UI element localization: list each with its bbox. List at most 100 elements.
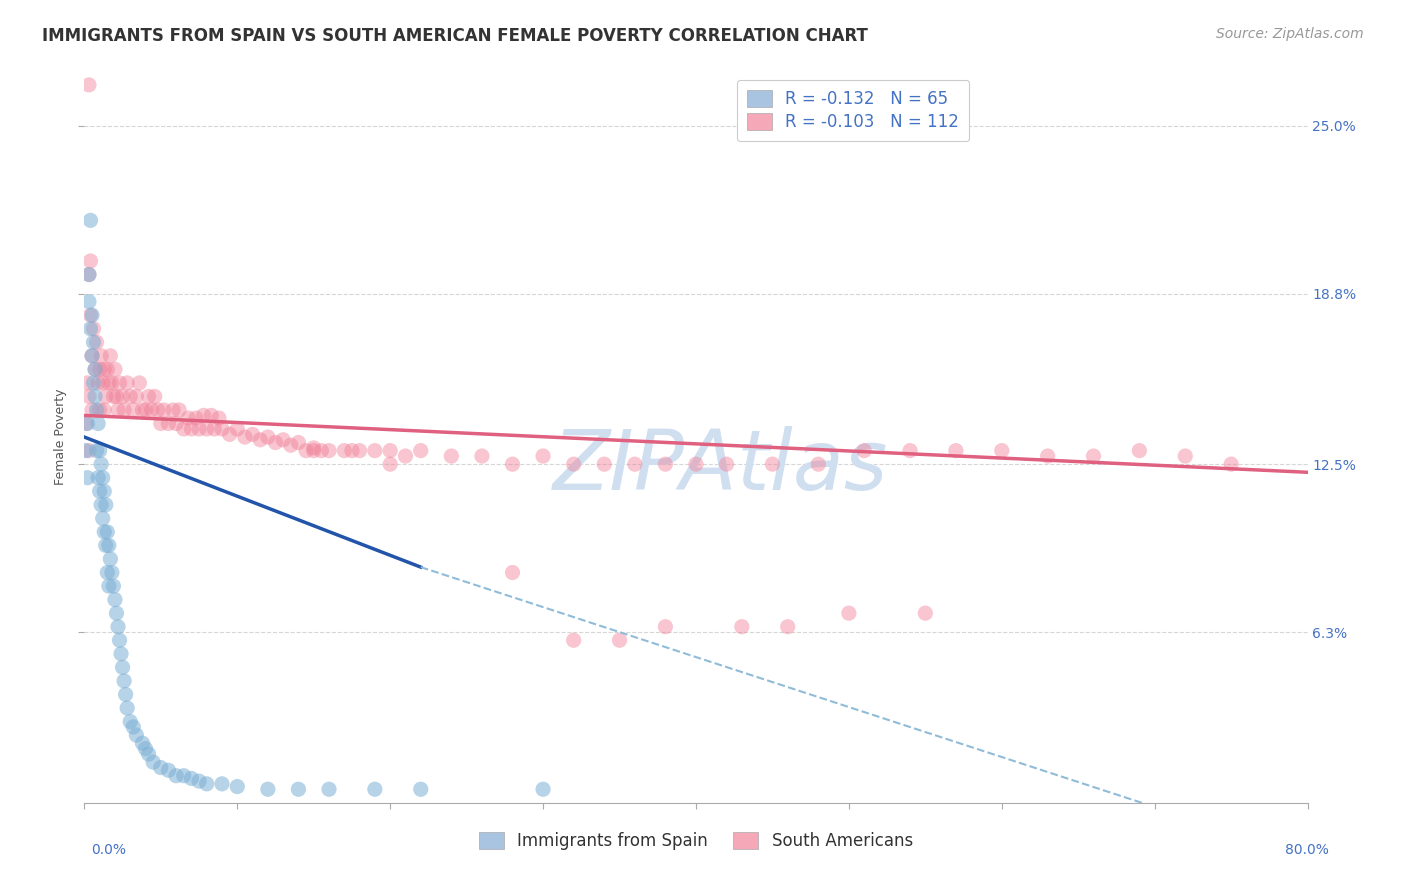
- Point: [80, 403, 103, 417]
- Point: [125, 389, 148, 403]
- Point: [103, 389, 125, 403]
- Point: [105, 606, 128, 620]
- Point: [93, 403, 115, 417]
- Point: [90, 457, 112, 471]
- Point: [157, 417, 180, 431]
- Point: [776, 620, 799, 634]
- Point: [83, 335, 105, 350]
- Point: [188, 774, 211, 789]
- Point: [502, 457, 524, 471]
- Point: [131, 736, 153, 750]
- Point: [149, 761, 172, 775]
- Point: [531, 449, 554, 463]
- Point: [93, 362, 115, 376]
- Point: [89, 362, 111, 376]
- Point: [177, 411, 200, 425]
- Point: [184, 411, 207, 425]
- Point: [271, 433, 294, 447]
- Point: [195, 422, 218, 436]
- Point: [122, 403, 145, 417]
- Text: 80.0%: 80.0%: [1285, 843, 1329, 857]
- Point: [211, 422, 233, 436]
- Point: [226, 422, 249, 436]
- Point: [609, 633, 631, 648]
- Point: [120, 714, 142, 729]
- Point: [89, 403, 111, 417]
- Point: [409, 782, 432, 797]
- Point: [80, 349, 103, 363]
- Point: [193, 409, 215, 423]
- Point: [280, 438, 302, 452]
- Point: [122, 720, 145, 734]
- Point: [94, 389, 117, 403]
- Point: [311, 443, 333, 458]
- Point: [91, 471, 114, 485]
- Point: [153, 403, 176, 417]
- Point: [141, 403, 163, 417]
- Point: [80, 308, 103, 322]
- Point: [101, 376, 124, 390]
- Point: [287, 782, 309, 797]
- Point: [84, 362, 107, 376]
- Point: [105, 389, 128, 403]
- Point: [79, 254, 101, 268]
- Point: [188, 422, 211, 436]
- Point: [86, 403, 108, 417]
- Legend: Immigrants from Spain, South Americans: Immigrants from Spain, South Americans: [470, 822, 922, 860]
- Point: [98, 349, 121, 363]
- Point: [143, 389, 166, 403]
- Point: [107, 620, 129, 634]
- Point: [146, 403, 169, 417]
- Point: [440, 449, 463, 463]
- Point: [97, 579, 120, 593]
- Point: [77, 268, 100, 282]
- Point: [104, 592, 127, 607]
- Point: [80, 349, 103, 363]
- Point: [173, 769, 195, 783]
- Point: [93, 484, 115, 499]
- Point: [111, 389, 134, 403]
- Point: [318, 443, 340, 458]
- Point: [1083, 449, 1105, 463]
- Point: [135, 403, 157, 417]
- Point: [91, 376, 114, 390]
- Point: [1174, 449, 1197, 463]
- Point: [77, 294, 100, 309]
- Point: [394, 449, 416, 463]
- Point: [208, 411, 231, 425]
- Point: [218, 427, 240, 442]
- Point: [731, 620, 754, 634]
- Point: [77, 78, 100, 92]
- Point: [101, 566, 124, 580]
- Point: [165, 417, 187, 431]
- Point: [211, 777, 233, 791]
- Point: [86, 335, 108, 350]
- Point: [83, 376, 105, 390]
- Point: [165, 769, 187, 783]
- Point: [112, 673, 135, 688]
- Point: [295, 443, 318, 458]
- Point: [349, 443, 371, 458]
- Point: [562, 633, 585, 648]
- Point: [249, 433, 271, 447]
- Point: [340, 443, 363, 458]
- Point: [77, 389, 100, 403]
- Point: [138, 389, 160, 403]
- Point: [593, 457, 616, 471]
- Point: [257, 782, 280, 797]
- Point: [502, 566, 524, 580]
- Point: [90, 349, 112, 363]
- Point: [562, 457, 585, 471]
- Point: [111, 660, 134, 674]
- Point: [97, 538, 120, 552]
- Point: [77, 268, 100, 282]
- Point: [685, 457, 707, 471]
- Point: [302, 443, 325, 458]
- Point: [302, 441, 325, 455]
- Point: [233, 430, 256, 444]
- Point: [1220, 457, 1243, 471]
- Point: [84, 389, 107, 403]
- Point: [264, 435, 287, 450]
- Point: [914, 606, 936, 620]
- Point: [991, 443, 1014, 458]
